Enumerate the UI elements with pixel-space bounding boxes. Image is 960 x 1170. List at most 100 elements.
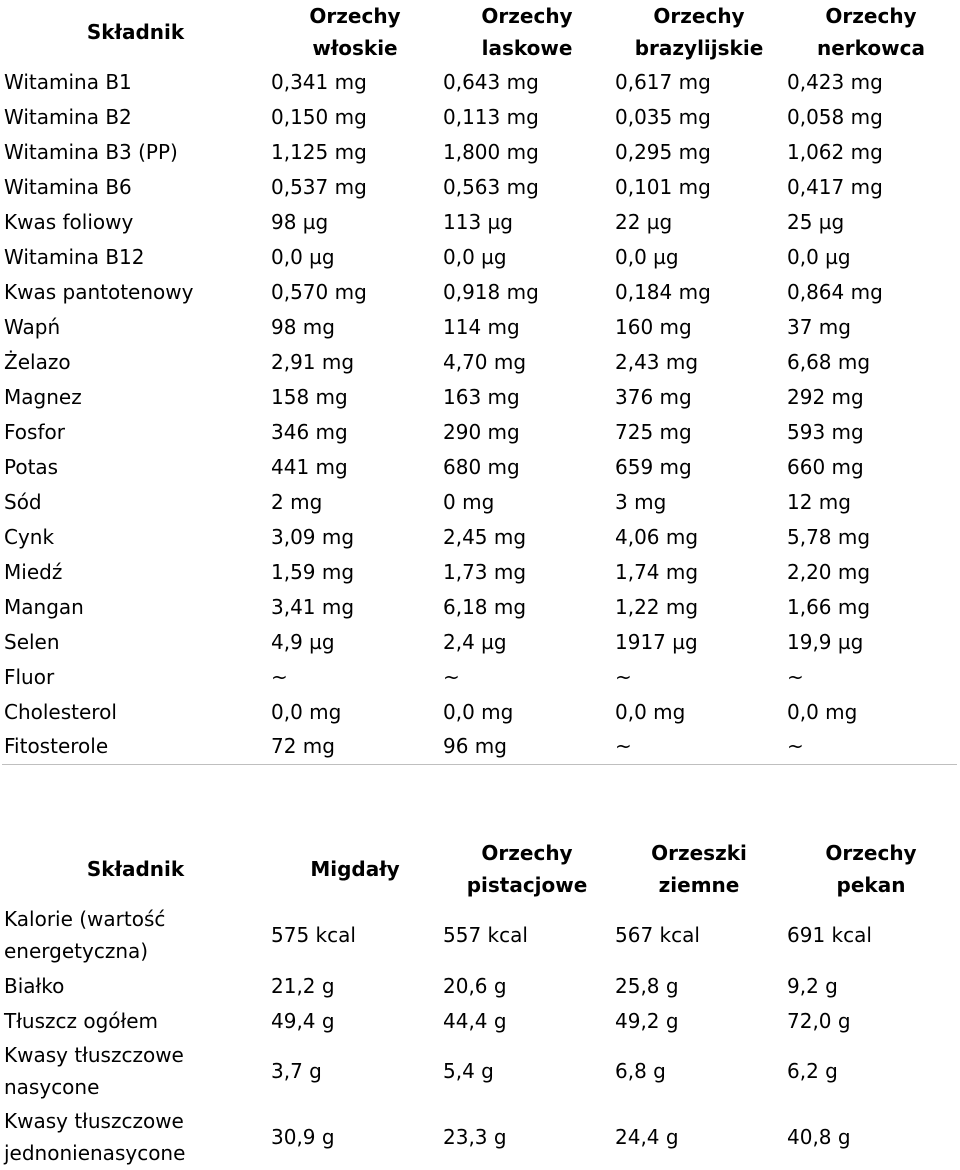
- cell-value: 5,78 mg: [787, 524, 871, 549]
- header-ingredient: Składnik: [86, 857, 185, 881]
- cell-value: 0,101 mg: [615, 174, 711, 199]
- cell-value: 21,2 g: [271, 973, 335, 998]
- cell-value: 158 mg: [271, 384, 348, 409]
- cell-value: 96 mg: [441, 729, 613, 765]
- table-row: Miedź 1,59 mg 1,73 mg 1,74 mg 2,20 mg: [2, 554, 957, 589]
- cell-value: 691 kcal: [787, 923, 872, 947]
- cell-value: 2,43 mg: [615, 349, 699, 374]
- row-label: Fluor: [4, 664, 55, 689]
- row-label: Witamina B12: [4, 244, 145, 269]
- cell-value: 6,18 mg: [443, 594, 527, 619]
- table-row: Kwasy tłuszczowe nasycone 3,7 g 5,4 g 6,8 g…: [2, 1038, 957, 1104]
- cell-value: 1,125 mg: [271, 139, 367, 164]
- cell-value: 593 mg: [787, 419, 864, 444]
- cell-value: 72 mg: [269, 729, 441, 765]
- cell-value: 0,0 µg: [787, 244, 851, 269]
- table-row: Kwas foliowy 98 µg 113 µg 22 µg 25 µg: [2, 204, 957, 239]
- table-row: Tłuszcz ogółem 49,4 g 44,4 g 49,2 g 72,0 g: [2, 1003, 957, 1038]
- cell-value: 0,864 mg: [787, 279, 883, 304]
- cell-value: 4,06 mg: [615, 524, 699, 549]
- cell-value: 6,8 g: [615, 1059, 666, 1083]
- cell-value: 163 mg: [443, 384, 520, 409]
- cell-value: 1,800 mg: [443, 139, 539, 164]
- cell-value: 0,643 mg: [443, 69, 539, 94]
- cell-value: 376 mg: [615, 384, 692, 409]
- cell-value: 1,73 mg: [443, 559, 527, 584]
- row-label: Witamina B2: [4, 104, 132, 129]
- row-label: Miedź: [4, 559, 63, 584]
- table-row: Witamina B12 0,0 µg 0,0 µg 0,0 µg 0,0 µg: [2, 239, 957, 274]
- cell-value: 25 µg: [787, 209, 845, 234]
- header-pistachios: Orzechy pistacjowe: [466, 841, 588, 897]
- table-row: Witamina B3 (PP) 1,125 mg 1,800 mg 0,295 mg…: [2, 134, 957, 169]
- cell-value: 0,341 mg: [271, 69, 367, 94]
- cell-value: 2,91 mg: [271, 349, 355, 374]
- cell-value: 37 mg: [787, 314, 851, 339]
- cell-value: 20,6 g: [443, 973, 507, 998]
- row-label: Tłuszcz ogółem: [4, 1008, 158, 1033]
- cell-value: ~: [787, 664, 804, 689]
- cell-value: 0,0 mg: [787, 699, 858, 724]
- cell-value: 1,22 mg: [615, 594, 699, 619]
- table-row: Fitosterole 72 mg 96 mg ~ ~: [2, 729, 957, 765]
- table-row: Żelazo 2,91 mg 4,70 mg 2,43 mg 6,68 mg: [2, 344, 957, 379]
- cell-value: 98 µg: [271, 209, 329, 234]
- cell-value: 575 kcal: [271, 923, 356, 947]
- cell-value: 0,0 mg: [615, 699, 686, 724]
- cell-value: 0,537 mg: [271, 174, 367, 199]
- row-label: Cynk: [4, 524, 55, 549]
- cell-value: 44,4 g: [443, 1008, 507, 1033]
- table-row: Fluor ~ ~ ~ ~: [2, 659, 957, 694]
- table-row: Magnez 158 mg 163 mg 376 mg 292 mg: [2, 379, 957, 414]
- table-row: Kwasy tłuszczowe jednonienasycone 30,9 g 2…: [2, 1104, 957, 1170]
- cell-value: 0,570 mg: [271, 279, 367, 304]
- row-label: Cholesterol: [4, 699, 117, 724]
- cell-value: 0,563 mg: [443, 174, 539, 199]
- cell-value: 98 mg: [271, 314, 335, 339]
- cell-value: 1,062 mg: [787, 139, 883, 164]
- cell-value: 2,20 mg: [787, 559, 871, 584]
- cell-value: 3,09 mg: [271, 524, 355, 549]
- cell-value: 0,423 mg: [787, 69, 883, 94]
- cell-value: 567 kcal: [615, 923, 700, 947]
- header-row: Składnik Migdały Orzechy pistacjowe Orzes…: [2, 836, 957, 902]
- row-label: Selen: [4, 629, 60, 654]
- cell-value: 9,2 g: [787, 973, 838, 998]
- cell-value: 30,9 g: [271, 1125, 335, 1149]
- cell-value: 0,0 mg: [271, 699, 342, 724]
- cell-value: 25,8 g: [615, 973, 679, 998]
- cell-value: 725 mg: [615, 419, 692, 444]
- header-almonds: Migdały: [310, 857, 400, 881]
- cell-value: 5,4 g: [443, 1059, 494, 1083]
- cell-value: ~: [271, 664, 288, 689]
- cell-value: 660 mg: [787, 454, 864, 479]
- cell-value: 12 mg: [787, 489, 851, 514]
- row-label: Kwasy tłuszczowe jednonienasycone: [4, 1109, 186, 1165]
- cell-value: 0,0 mg: [443, 699, 514, 724]
- cell-value: 160 mg: [615, 314, 692, 339]
- cell-value: 0,617 mg: [615, 69, 711, 94]
- cell-value: 1,74 mg: [615, 559, 699, 584]
- cell-value: 0,417 mg: [787, 174, 883, 199]
- row-label: Mangan: [4, 594, 84, 619]
- row-label: Wapń: [4, 314, 61, 339]
- cell-value: 346 mg: [271, 419, 348, 444]
- header-walnuts: Orzechy włoskie: [309, 4, 401, 60]
- cell-value: 6,68 mg: [787, 349, 871, 374]
- cell-value: 113 µg: [443, 209, 513, 234]
- table-row: Witamina B2 0,150 mg 0,113 mg 0,035 mg 0,058…: [2, 99, 957, 134]
- row-label: Witamina B1: [4, 69, 132, 94]
- cell-value: 3,7 g: [271, 1059, 322, 1083]
- cell-value: 0,295 mg: [615, 139, 711, 164]
- table-row: Kwas pantotenowy 0,570 mg 0,918 mg 0,184 mg…: [2, 274, 957, 309]
- cell-value: 292 mg: [787, 384, 864, 409]
- row-label: Białko: [4, 973, 65, 998]
- cell-value: 19,9 µg: [787, 629, 864, 654]
- nutrient-table-macros: Składnik Migdały Orzechy pistacjowe Orzes…: [2, 836, 957, 1170]
- cell-value: 72,0 g: [787, 1008, 851, 1033]
- cell-value: ~: [615, 664, 632, 689]
- cell-value: ~: [613, 729, 785, 765]
- table-row: Białko 21,2 g 20,6 g 25,8 g 9,2 g: [2, 968, 957, 1003]
- row-label: Fitosterole: [2, 729, 269, 765]
- table-row: Fosfor 346 mg 290 mg 725 mg 593 mg: [2, 414, 957, 449]
